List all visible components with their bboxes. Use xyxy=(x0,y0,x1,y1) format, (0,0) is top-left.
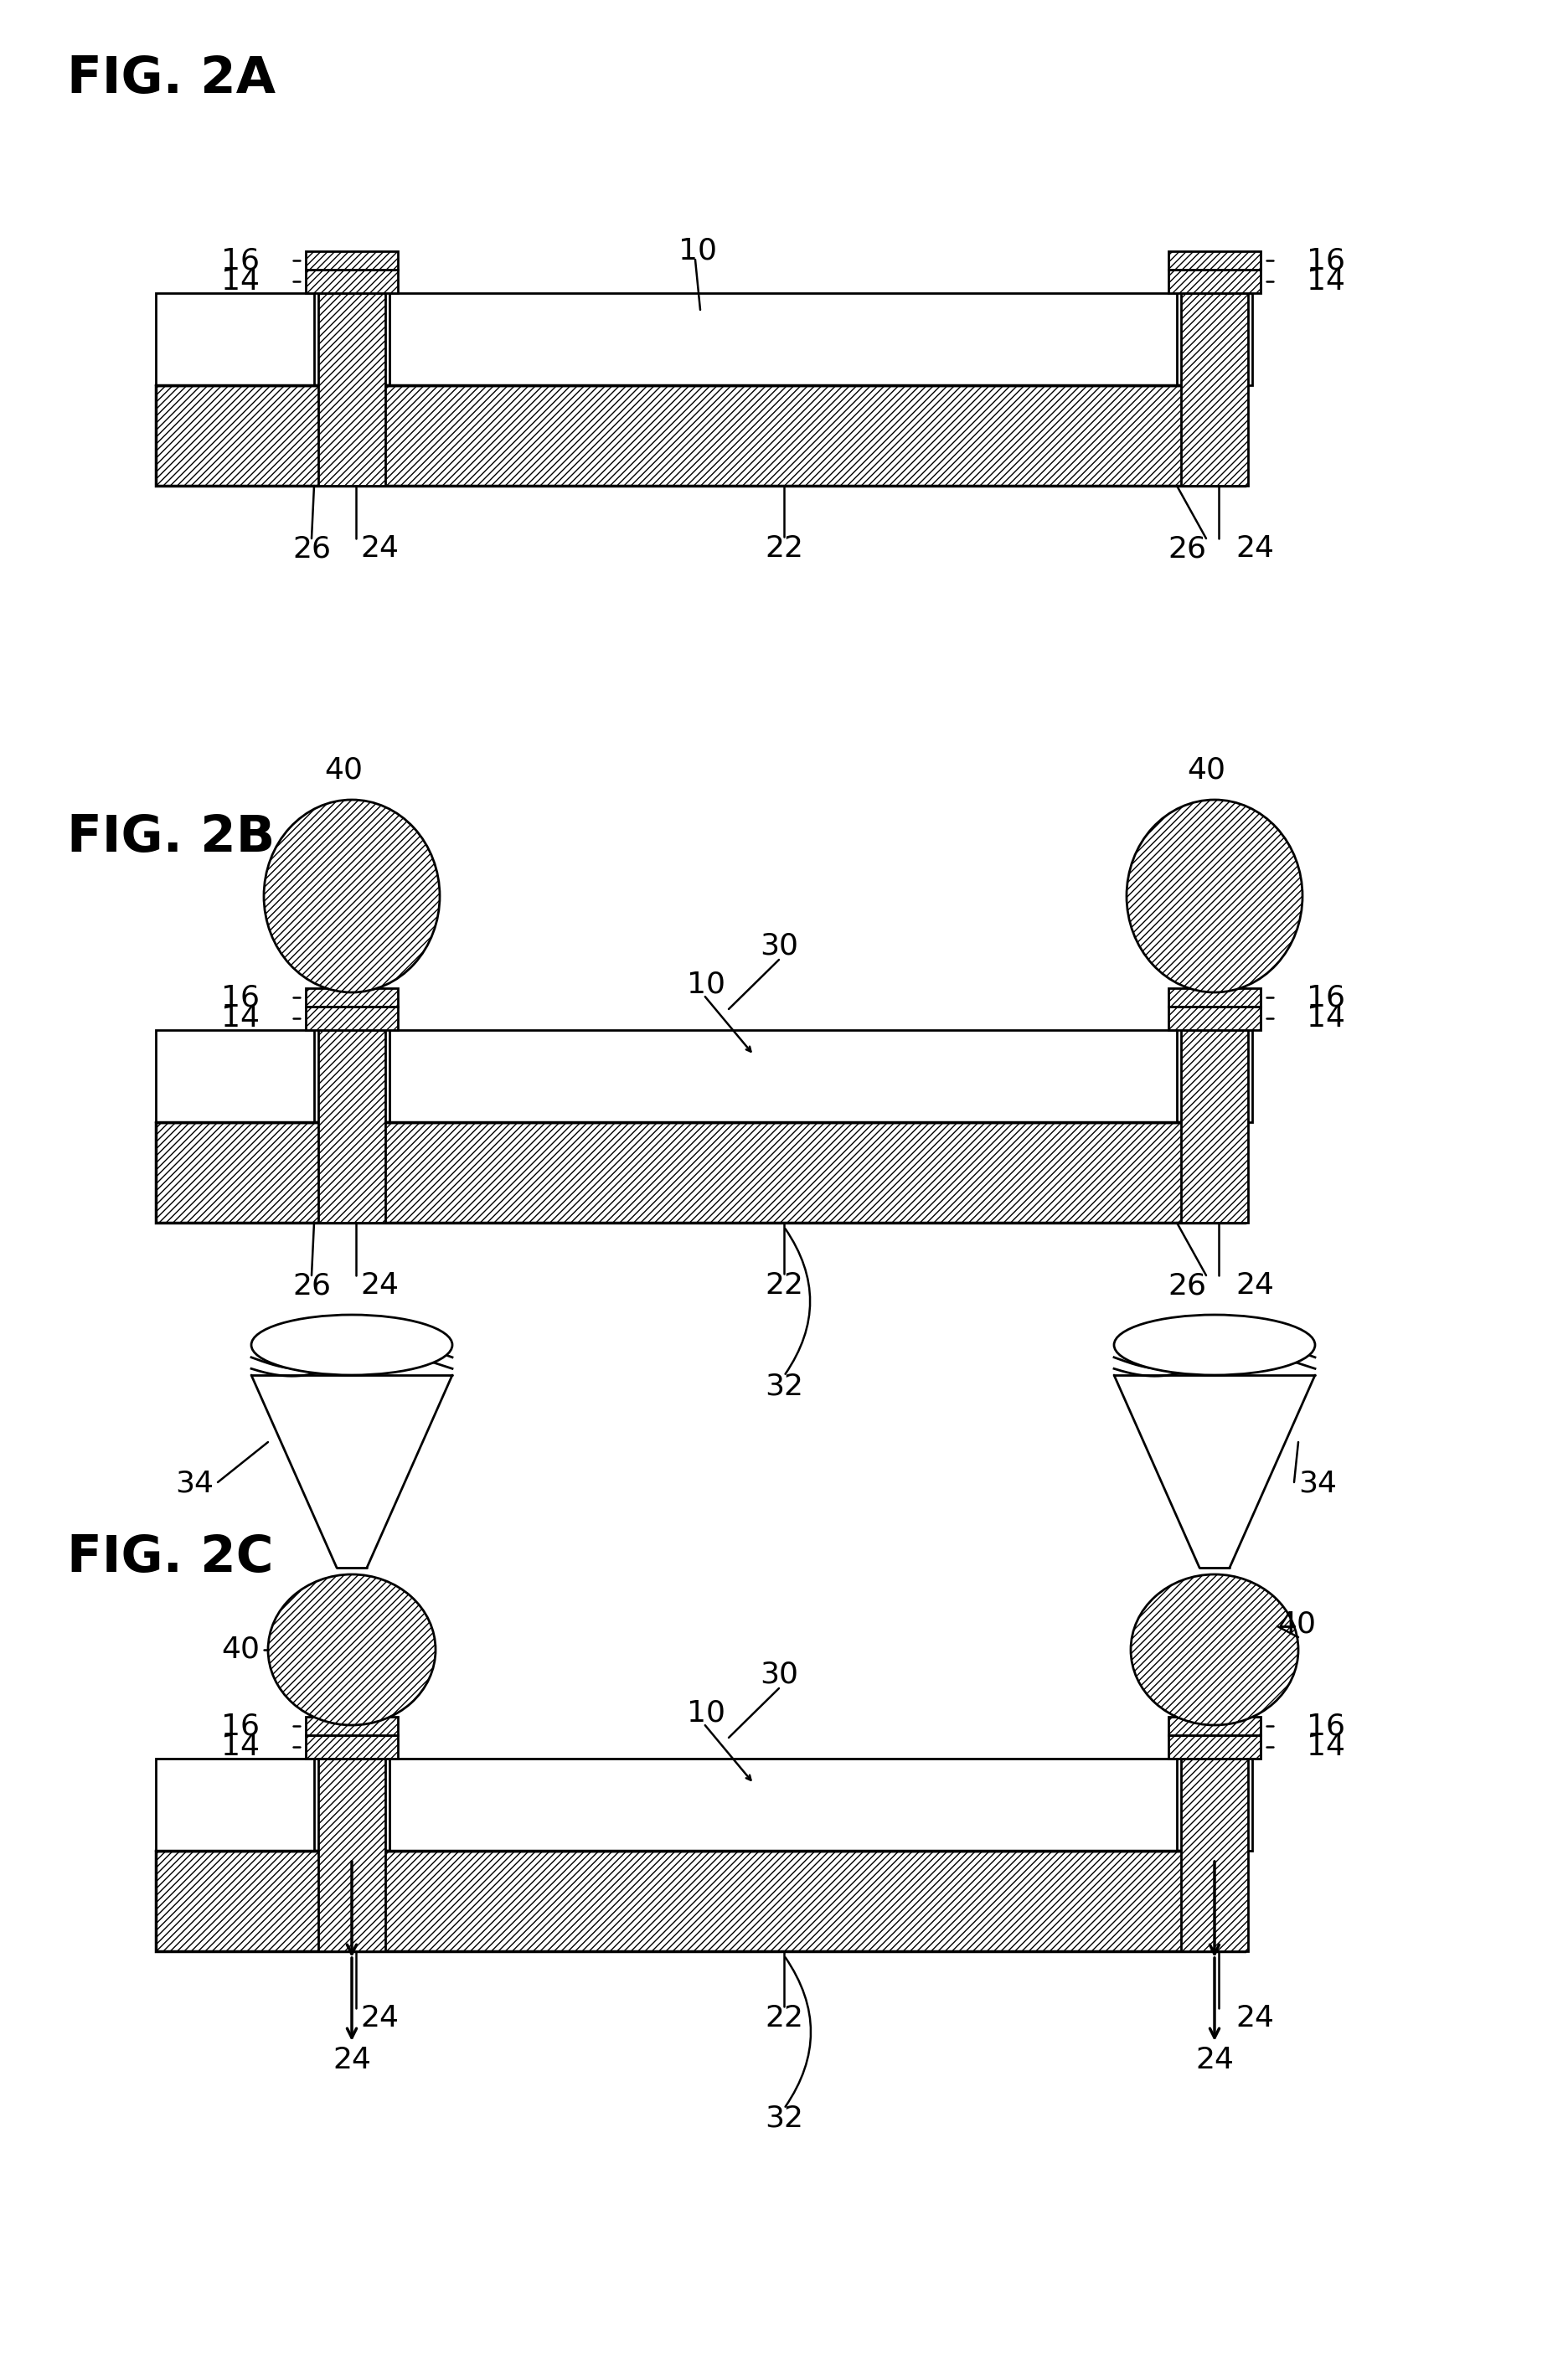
Text: 22: 22 xyxy=(765,2004,803,2033)
Bar xyxy=(1181,293,1248,486)
Text: 26: 26 xyxy=(292,533,331,562)
Ellipse shape xyxy=(263,800,439,992)
Bar xyxy=(1168,269,1261,293)
Bar xyxy=(389,1759,1178,1852)
Text: 34: 34 xyxy=(1298,1471,1338,1497)
Bar xyxy=(306,1007,398,1031)
Text: 24: 24 xyxy=(361,533,398,562)
Text: 22: 22 xyxy=(765,533,803,562)
Text: FIG. 2A: FIG. 2A xyxy=(67,55,276,105)
Bar xyxy=(389,1031,1178,1121)
Text: 40: 40 xyxy=(1187,757,1226,785)
Text: 14: 14 xyxy=(221,267,260,295)
Bar xyxy=(155,1031,314,1121)
Bar xyxy=(306,988,398,1007)
Text: 40: 40 xyxy=(221,1635,260,1664)
Text: 14: 14 xyxy=(221,1004,260,1033)
Bar xyxy=(1245,1031,1253,1121)
Text: 10: 10 xyxy=(687,1699,726,1728)
Text: 16: 16 xyxy=(221,245,260,274)
Bar xyxy=(1168,988,1261,1007)
Text: 14: 14 xyxy=(1306,1733,1345,1761)
Text: FIG. 2B: FIG. 2B xyxy=(67,812,274,862)
Ellipse shape xyxy=(1113,1314,1316,1376)
Bar xyxy=(306,269,398,293)
Text: 14: 14 xyxy=(1306,267,1345,295)
Bar xyxy=(155,1759,314,1852)
Text: 10: 10 xyxy=(679,238,717,267)
Text: 14: 14 xyxy=(221,1733,260,1761)
Ellipse shape xyxy=(1126,800,1303,992)
Bar xyxy=(1168,1716,1261,1735)
Bar xyxy=(1168,1007,1261,1031)
Text: 34: 34 xyxy=(176,1471,213,1497)
Bar xyxy=(306,1716,398,1735)
Bar xyxy=(1168,252,1261,269)
Bar xyxy=(389,293,1178,386)
Text: FIG. 2C: FIG. 2C xyxy=(67,1533,273,1583)
Text: 32: 32 xyxy=(765,1371,803,1399)
Text: 26: 26 xyxy=(292,1271,331,1299)
Bar xyxy=(155,1852,1245,1952)
Text: 16: 16 xyxy=(221,1711,260,1740)
Text: 40: 40 xyxy=(1278,1611,1316,1640)
Text: 40: 40 xyxy=(325,757,362,785)
Text: 16: 16 xyxy=(1306,245,1345,274)
Text: 22: 22 xyxy=(765,1271,803,1299)
Bar xyxy=(306,1735,398,1759)
Text: 24: 24 xyxy=(332,2047,372,2075)
Text: 24: 24 xyxy=(361,1271,398,1299)
Text: 26: 26 xyxy=(1168,1271,1206,1299)
Bar xyxy=(155,293,314,386)
Text: 26: 26 xyxy=(1168,533,1206,562)
Text: 30: 30 xyxy=(760,1661,798,1690)
Bar xyxy=(155,1121,1245,1223)
Bar xyxy=(318,1759,386,1952)
Ellipse shape xyxy=(251,1314,452,1376)
Text: 24: 24 xyxy=(1195,2047,1234,2075)
Text: 16: 16 xyxy=(1306,1711,1345,1740)
Text: 24: 24 xyxy=(1236,1271,1275,1299)
Text: 24: 24 xyxy=(361,2004,398,2033)
Bar xyxy=(318,1031,386,1223)
Text: 14: 14 xyxy=(1306,1004,1345,1033)
Bar xyxy=(1245,293,1253,386)
Bar xyxy=(155,386,1245,486)
Bar xyxy=(1168,1735,1261,1759)
Ellipse shape xyxy=(1131,1576,1298,1725)
Bar xyxy=(1245,1759,1253,1852)
Text: 24: 24 xyxy=(1236,533,1275,562)
Text: 16: 16 xyxy=(1306,983,1345,1011)
Text: 24: 24 xyxy=(1236,2004,1275,2033)
Bar xyxy=(318,293,386,486)
Bar xyxy=(1181,1031,1248,1223)
Text: 16: 16 xyxy=(221,983,260,1011)
Bar xyxy=(306,252,398,269)
Ellipse shape xyxy=(268,1576,436,1725)
Bar xyxy=(1181,1759,1248,1952)
Text: 30: 30 xyxy=(760,933,798,962)
Text: 32: 32 xyxy=(765,2104,803,2132)
Text: 10: 10 xyxy=(687,969,726,997)
